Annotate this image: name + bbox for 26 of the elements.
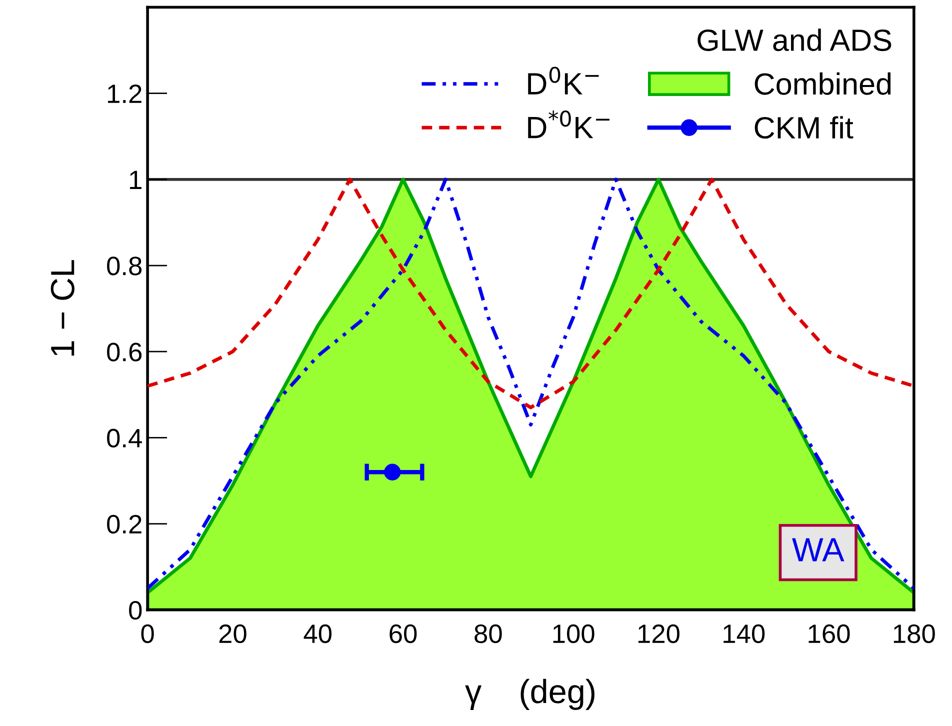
- line-series: [148, 178, 914, 410]
- legend-label: D$^{*0}$K$^{−}$: [528, 110, 610, 138]
- legend-label: D$^{0}$K$^{−}$: [528, 66, 599, 94]
- y-tick-label: 0.6: [107, 342, 142, 362]
- y-tick-label: 1.2: [108, 84, 142, 103]
- annotation: WA: [792, 538, 844, 562]
- x-tick-label: 20: [219, 624, 246, 644]
- legend-label: CKM fit: [754, 116, 854, 139]
- x-tick-label: 40: [304, 624, 332, 644]
- y-tick-label: 0: [129, 600, 142, 620]
- x-tick-label: 60: [390, 624, 417, 644]
- y-tick-label: 0.2: [107, 514, 142, 534]
- y-tick-label: 0.8: [107, 256, 142, 276]
- x-tick-label: 180: [894, 624, 935, 644]
- legend-label: Combined: [754, 72, 891, 95]
- y-axis-title: 1 − CL: [50, 260, 74, 356]
- x-tick-label: 100: [553, 624, 594, 644]
- x-tick-label: 80: [474, 624, 502, 644]
- x-tick-label: 120: [638, 624, 680, 644]
- y-tick-label: 0.4: [107, 428, 142, 448]
- x-tick-label: 160: [808, 624, 850, 644]
- x-tick-label: 0: [141, 624, 154, 644]
- x-axis-title: γ (deg): [465, 678, 594, 710]
- y-tick-label: 1: [130, 170, 142, 189]
- legend-title: GLW and ADS: [698, 28, 892, 52]
- x-tick-label: 140: [724, 624, 765, 644]
